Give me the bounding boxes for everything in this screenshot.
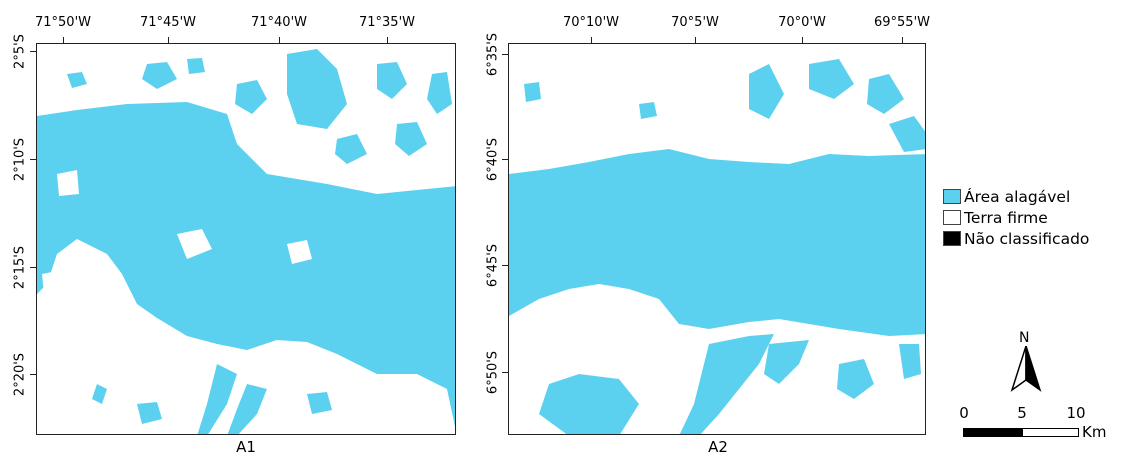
a2-lon-tick-label: 70°0'W: [778, 15, 826, 30]
a2-lat-tick-label: 6°40'S: [485, 137, 501, 182]
panel-label-a1: A1: [236, 438, 256, 456]
a1-lat-tick-label: 2°5'S: [12, 34, 28, 69]
a1-lat-tick-mark: [30, 267, 36, 268]
a1-lon-tick-mark: [168, 37, 169, 43]
legend: Área alagável Terra firme Não classifica…: [943, 186, 1089, 249]
map-a2-flood-layer: [509, 59, 925, 434]
a2-lon-tick-mark: [695, 37, 696, 43]
a2-lon-tick-mark: [802, 37, 803, 43]
north-arrow-icon: N: [1008, 330, 1044, 392]
a2-lat-tick-label: 6°35'S: [485, 32, 501, 77]
map-a1-flood-layer: [37, 49, 455, 434]
scale-tick-label: 10: [1066, 404, 1086, 422]
a1-lat-tick-label: 2°20'S: [12, 352, 28, 397]
a2-lon-tick-label: 70°5'W: [671, 15, 719, 30]
a1-lat-tick-label: 2°15'S: [12, 245, 28, 290]
a1-lat-tick-mark: [30, 159, 36, 160]
a2-lon-tick-label: 69°55'W: [873, 15, 931, 30]
a2-lat-tick-mark: [502, 54, 508, 55]
a2-lon-tick-label: 70°10'W: [562, 15, 620, 30]
a1-lat-tick-label: 2°10'S: [12, 137, 28, 182]
scale-bar-white-segment: [1022, 428, 1079, 437]
legend-label: Não classificado: [964, 229, 1090, 248]
legend-label: Área alagável: [964, 187, 1071, 206]
legend-item-unclassified: Não classificado: [943, 228, 1089, 249]
a1-lon-tick-mark: [63, 37, 64, 43]
map-panel-a2: [508, 43, 926, 435]
scale-bar-black-segment: [963, 428, 1022, 437]
a2-lat-tick-label: 6°45'S: [485, 243, 501, 288]
scale-unit: Km: [1082, 423, 1107, 441]
a2-lat-tick-label: 6°50'S: [485, 350, 501, 395]
a1-lon-tick-mark: [279, 37, 280, 43]
a2-lat-tick-mark: [502, 265, 508, 266]
a1-lon-tick-label: 71°35'W: [358, 15, 416, 30]
a1-lon-tick-mark: [387, 37, 388, 43]
a1-lat-tick-mark: [30, 51, 36, 52]
legend-swatch: [943, 210, 961, 225]
legend-swatch: [943, 189, 961, 204]
a2-lon-tick-mark: [591, 37, 592, 43]
scale-tick-label: 0: [959, 404, 969, 422]
a2-lat-tick-mark: [502, 159, 508, 160]
map-panel-a1: [36, 43, 456, 435]
scale-tick-label: 5: [1017, 404, 1027, 422]
panel-label-a2: A2: [708, 438, 728, 456]
legend-swatch: [943, 231, 961, 246]
legend-item-flooded: Área alagável: [943, 186, 1089, 207]
a1-lon-tick-label: 71°45'W: [139, 15, 197, 30]
legend-label: Terra firme: [964, 208, 1048, 227]
a2-lat-tick-mark: [502, 372, 508, 373]
legend-item-terra-firme: Terra firme: [943, 207, 1089, 228]
north-label: N: [1019, 330, 1030, 346]
a1-lon-tick-label: 71°40'W: [250, 15, 308, 30]
a1-lat-tick-mark: [30, 374, 36, 375]
a1-lon-tick-label: 71°50'W: [34, 15, 92, 30]
a2-lon-tick-mark: [902, 37, 903, 43]
